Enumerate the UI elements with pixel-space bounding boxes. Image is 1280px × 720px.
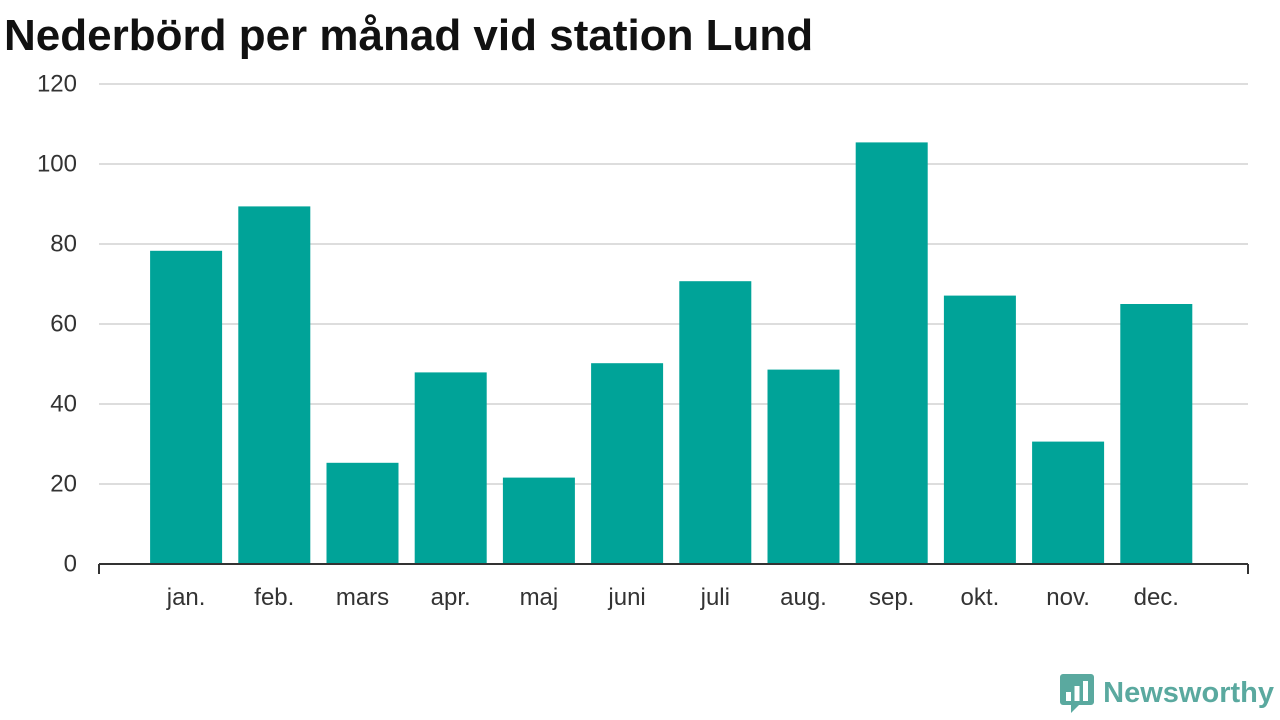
y-tick-label: 60: [50, 311, 77, 338]
bar-mars: [326, 462, 399, 564]
y-tick-label: 20: [50, 471, 77, 498]
y-axis-tick-labels: 0 20 40 60 80 100 120: [37, 71, 77, 578]
bar-juli: [679, 281, 752, 564]
newsworthy-chart-bubble-icon: [1060, 674, 1095, 713]
x-axis-tick-labels: jan. feb. mars apr. maj juni juli aug. sep. okt. n…: [166, 584, 1179, 611]
x-tick-label: jan.: [166, 584, 206, 611]
bar-okt: [943, 295, 1016, 564]
newsworthy-logo: Newsworthy: [1059, 672, 1274, 714]
bar-apr: [414, 372, 487, 564]
x-tick-label: maj: [520, 584, 559, 611]
bar-nov: [1032, 441, 1105, 564]
bar-feb: [238, 206, 311, 564]
x-tick-label: feb.: [254, 584, 294, 611]
bar-dec: [1120, 304, 1193, 564]
x-tick-label: aug.: [780, 584, 827, 611]
y-tick-label: 120: [37, 71, 77, 98]
chart-title: Nederbörd per månad vid station Lund: [4, 11, 814, 60]
bar-maj: [502, 477, 575, 564]
y-tick-label: 80: [50, 231, 77, 258]
y-tick-label: 0: [64, 551, 77, 578]
x-tick-label: dec.: [1134, 584, 1179, 611]
brand-name: Newsworthy: [1103, 676, 1274, 709]
x-tick-label: sep.: [869, 584, 914, 611]
x-tick-label: juli: [700, 584, 730, 611]
bar-sep: [855, 142, 928, 564]
x-tick-label: nov.: [1046, 584, 1090, 611]
x-tick-label: okt.: [961, 584, 1000, 611]
bar-jan: [150, 250, 223, 565]
y-tick-label: 40: [50, 391, 77, 418]
bar-juni: [591, 363, 664, 564]
x-tick-label: mars: [336, 584, 389, 611]
x-tick-label: juni: [607, 584, 645, 611]
x-axis: [98, 563, 1249, 574]
y-tick-label: 100: [37, 151, 77, 178]
bar-aug: [767, 369, 840, 564]
bars: [150, 142, 1193, 565]
x-tick-label: apr.: [431, 584, 471, 611]
